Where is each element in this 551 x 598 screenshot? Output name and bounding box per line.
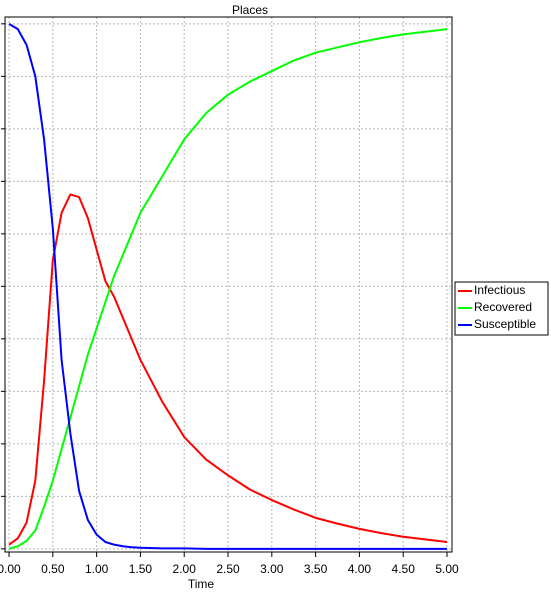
series-line (8, 28, 448, 550)
legend-label: Recovered (474, 300, 532, 314)
legend: Infectious Recovered Susceptible (454, 281, 549, 336)
x-tick-label: 0.00 (0, 562, 21, 576)
legend-label: Infectious (474, 283, 525, 297)
x-tick-label: 3.50 (304, 562, 328, 576)
x-tick-label: 4.50 (392, 562, 416, 576)
legend-label: Susceptible (474, 317, 536, 331)
x-axis-label: Time (188, 577, 215, 591)
chart-title: Places (232, 3, 268, 17)
x-tick-label: 1.00 (85, 562, 109, 576)
x-tick-label: 1.50 (129, 562, 153, 576)
series-line (8, 193, 448, 546)
series-line (8, 22, 448, 550)
x-tick-label: 3.00 (260, 562, 284, 576)
plot-frame (4, 16, 453, 553)
x-tick-label: 5.00 (435, 562, 459, 576)
x-tick-label: 2.50 (216, 562, 240, 576)
x-tick-label: 0.50 (41, 562, 65, 576)
x-tick-label: 2.00 (173, 562, 197, 576)
x-tick-label: 4.00 (348, 562, 372, 576)
